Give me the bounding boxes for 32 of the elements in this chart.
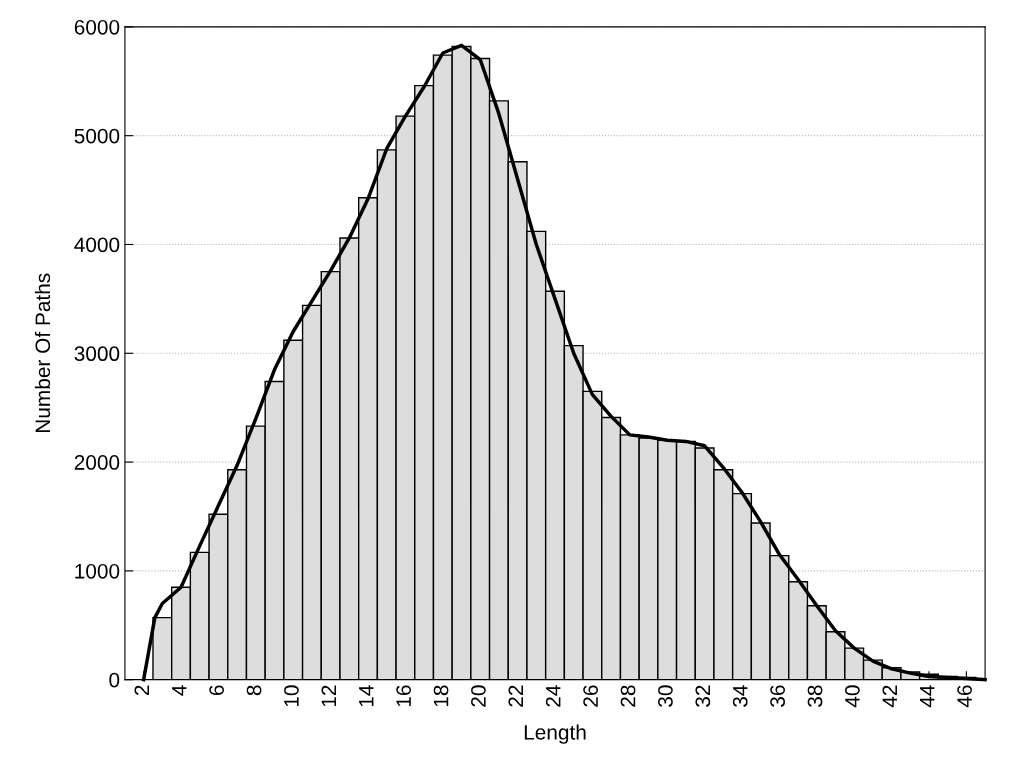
y-tick-label: 3000 xyxy=(74,346,120,362)
x-tick-label: 20 xyxy=(471,685,486,707)
x-tick-label: 22 xyxy=(508,685,523,707)
x-tick-label: 36 xyxy=(770,685,785,707)
x-tick-label: 24 xyxy=(545,685,561,707)
x-tick-label: 30 xyxy=(658,685,673,707)
y-tick-label: 4000 xyxy=(74,237,120,253)
x-tick-label: 6 xyxy=(209,685,225,696)
y-tick-label: 0 xyxy=(109,672,120,688)
x-tick-label: 16 xyxy=(396,685,412,707)
x-axis-title: Length xyxy=(524,724,586,744)
x-tick-label: 8 xyxy=(246,685,262,696)
x-tick-label: 44 xyxy=(920,685,935,708)
x-tick-label: 18 xyxy=(433,685,449,707)
x-tick-label: 34 xyxy=(732,685,748,707)
y-axis-title: Number Of Paths xyxy=(34,273,51,433)
y-tick-label: 2000 xyxy=(74,455,120,470)
y-tick-label: 5000 xyxy=(74,128,120,144)
y-tick-label: 6000 xyxy=(74,19,120,35)
x-tick-label: 28 xyxy=(620,685,636,707)
x-tick-label: 10 xyxy=(284,685,299,707)
y-tick-label: 1000 xyxy=(75,563,120,579)
x-tick-label: 46 xyxy=(957,685,972,708)
x-tick-label: 38 xyxy=(807,685,823,707)
x-tick-label: 4 xyxy=(172,685,187,696)
x-tick-label: 32 xyxy=(695,685,711,707)
x-tick-label: 14 xyxy=(359,685,374,707)
x-tick-label: 40 xyxy=(845,685,860,708)
x-tick-label: 42 xyxy=(882,685,897,708)
x-tick-label: 2 xyxy=(134,685,150,696)
x-tick-label: 26 xyxy=(583,685,598,707)
x-tick-label: 12 xyxy=(321,685,337,707)
